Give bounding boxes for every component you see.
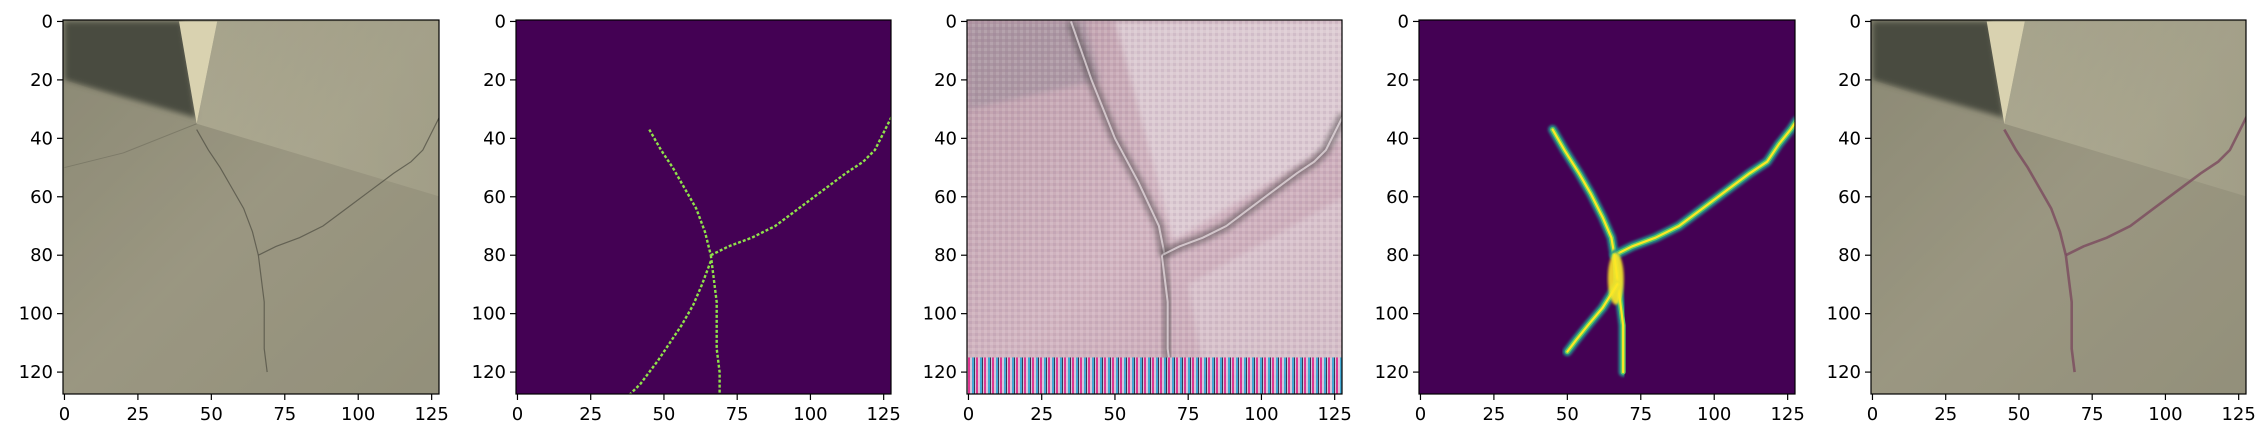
y-tick-label: 80 [483, 245, 506, 266]
y-tick-label: 120 [19, 362, 53, 383]
y-tick-label: 0 [42, 11, 53, 32]
y-tick-label: 40 [30, 128, 53, 149]
x-tick-label: 25 [1482, 404, 1505, 425]
y-tick-label: 100 [1375, 304, 1409, 325]
y-tick-label: 40 [934, 128, 957, 149]
x-tick-label: 0 [1415, 404, 1426, 425]
y-tick-label: 20 [934, 70, 957, 91]
y-tick-label: 0 [1850, 11, 1861, 32]
y-tick-label: 120 [1375, 362, 1409, 383]
y-tick-label: 60 [30, 187, 53, 208]
y-tick-label: 60 [1838, 187, 1861, 208]
panel-5-image [1871, 20, 2246, 394]
y-tick-label: 20 [1838, 70, 1861, 91]
y-tick-label: 40 [483, 128, 506, 149]
y-tick-label: 100 [472, 304, 506, 325]
x-tick-label: 0 [59, 404, 70, 425]
x-tick-label: 100 [793, 404, 827, 425]
x-tick-label: 0 [512, 404, 523, 425]
panel-2-frame [515, 19, 892, 395]
panel-2: 0 25 50 75 100 125 0 20 40 60 80 100 120 [472, 11, 901, 425]
y-tick-label: 100 [19, 304, 53, 325]
x-tick-label: 25 [579, 404, 602, 425]
y-tick-label: 40 [1386, 128, 1409, 149]
x-tick-label: 50 [1103, 404, 1126, 425]
x-tick-label: 25 [1030, 404, 1053, 425]
y-tick-label: 60 [1386, 187, 1409, 208]
y-tick-label: 20 [1386, 70, 1409, 91]
x-tick-label: 75 [726, 404, 749, 425]
y-tick-label: 0 [1398, 11, 1409, 32]
panel-5: 0 25 50 75 100 125 0 20 40 60 80 100 120 [1827, 11, 2256, 425]
y-tick-label: 20 [483, 70, 506, 91]
y-tick-label: 60 [483, 187, 506, 208]
y-tick-label: 80 [30, 245, 53, 266]
panel-4-frame [1418, 19, 1796, 395]
panel-1-frame [62, 19, 440, 395]
x-tick-label: 100 [341, 404, 375, 425]
y-tick-label: 120 [1827, 362, 1861, 383]
y-tick-label: 80 [934, 245, 957, 266]
y-tick-label: 120 [472, 362, 506, 383]
x-tick-label: 50 [1556, 404, 1579, 425]
y-tick-label: 60 [934, 187, 957, 208]
x-tick-label: 125 [1770, 404, 1804, 425]
x-tick-label: 50 [200, 404, 223, 425]
y-tick-label: 0 [946, 11, 957, 32]
x-tick-label: 25 [126, 404, 149, 425]
y-tick-label: 100 [923, 304, 957, 325]
panel-4-image [1419, 20, 1795, 394]
y-tick-label: 80 [1838, 245, 1861, 266]
panel-3-frame [966, 19, 1343, 395]
x-tick-label: 50 [652, 404, 675, 425]
panel-3-image [967, 20, 1342, 394]
panel-2-image [516, 20, 891, 394]
y-tick-label: 40 [1838, 128, 1861, 149]
x-tick-label: 50 [2007, 404, 2030, 425]
x-tick-label: 0 [963, 404, 974, 425]
x-tick-label: 0 [1867, 404, 1878, 425]
x-tick-label: 125 [866, 404, 900, 425]
x-tick-label: 75 [1629, 404, 1652, 425]
x-tick-label: 125 [414, 404, 448, 425]
x-tick-label: 25 [1934, 404, 1957, 425]
y-tick-label: 100 [1827, 304, 1861, 325]
x-tick-label: 100 [1697, 404, 1731, 425]
y-tick-label: 0 [495, 11, 506, 32]
x-tick-label: 125 [1317, 404, 1351, 425]
panel-5-frame [1870, 19, 2247, 395]
y-tick-label: 20 [30, 70, 53, 91]
x-tick-label: 125 [2221, 404, 2255, 425]
x-tick-label: 100 [2148, 404, 2182, 425]
y-tick-label: 120 [923, 362, 957, 383]
panel-3: 0 25 50 75 100 125 0 20 40 60 80 100 120 [923, 11, 1352, 425]
x-tick-label: 75 [2081, 404, 2104, 425]
x-tick-label: 75 [273, 404, 296, 425]
panel-1: 0 25 50 75 100 125 0 20 40 60 80 100 120 [19, 11, 449, 425]
x-tick-label: 75 [1177, 404, 1200, 425]
x-tick-label: 100 [1244, 404, 1278, 425]
y-tick-label: 80 [1386, 245, 1409, 266]
panel-4: 0 25 50 75 100 125 0 20 40 60 80 100 120 [1375, 11, 1805, 425]
panel-1-image [63, 20, 439, 394]
